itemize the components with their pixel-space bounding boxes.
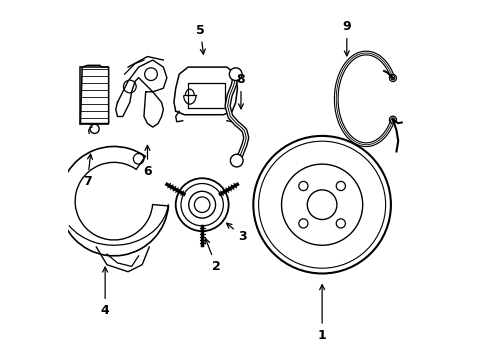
Text: 8: 8 xyxy=(236,73,245,109)
Text: 1: 1 xyxy=(317,285,326,342)
Text: 6: 6 xyxy=(143,145,151,178)
Text: 7: 7 xyxy=(83,154,92,188)
Circle shape xyxy=(229,68,242,81)
Text: 4: 4 xyxy=(101,267,109,317)
Text: 2: 2 xyxy=(204,239,220,273)
Circle shape xyxy=(230,154,243,167)
Text: 5: 5 xyxy=(196,23,205,54)
Text: 3: 3 xyxy=(226,223,246,243)
Text: 9: 9 xyxy=(342,20,350,56)
